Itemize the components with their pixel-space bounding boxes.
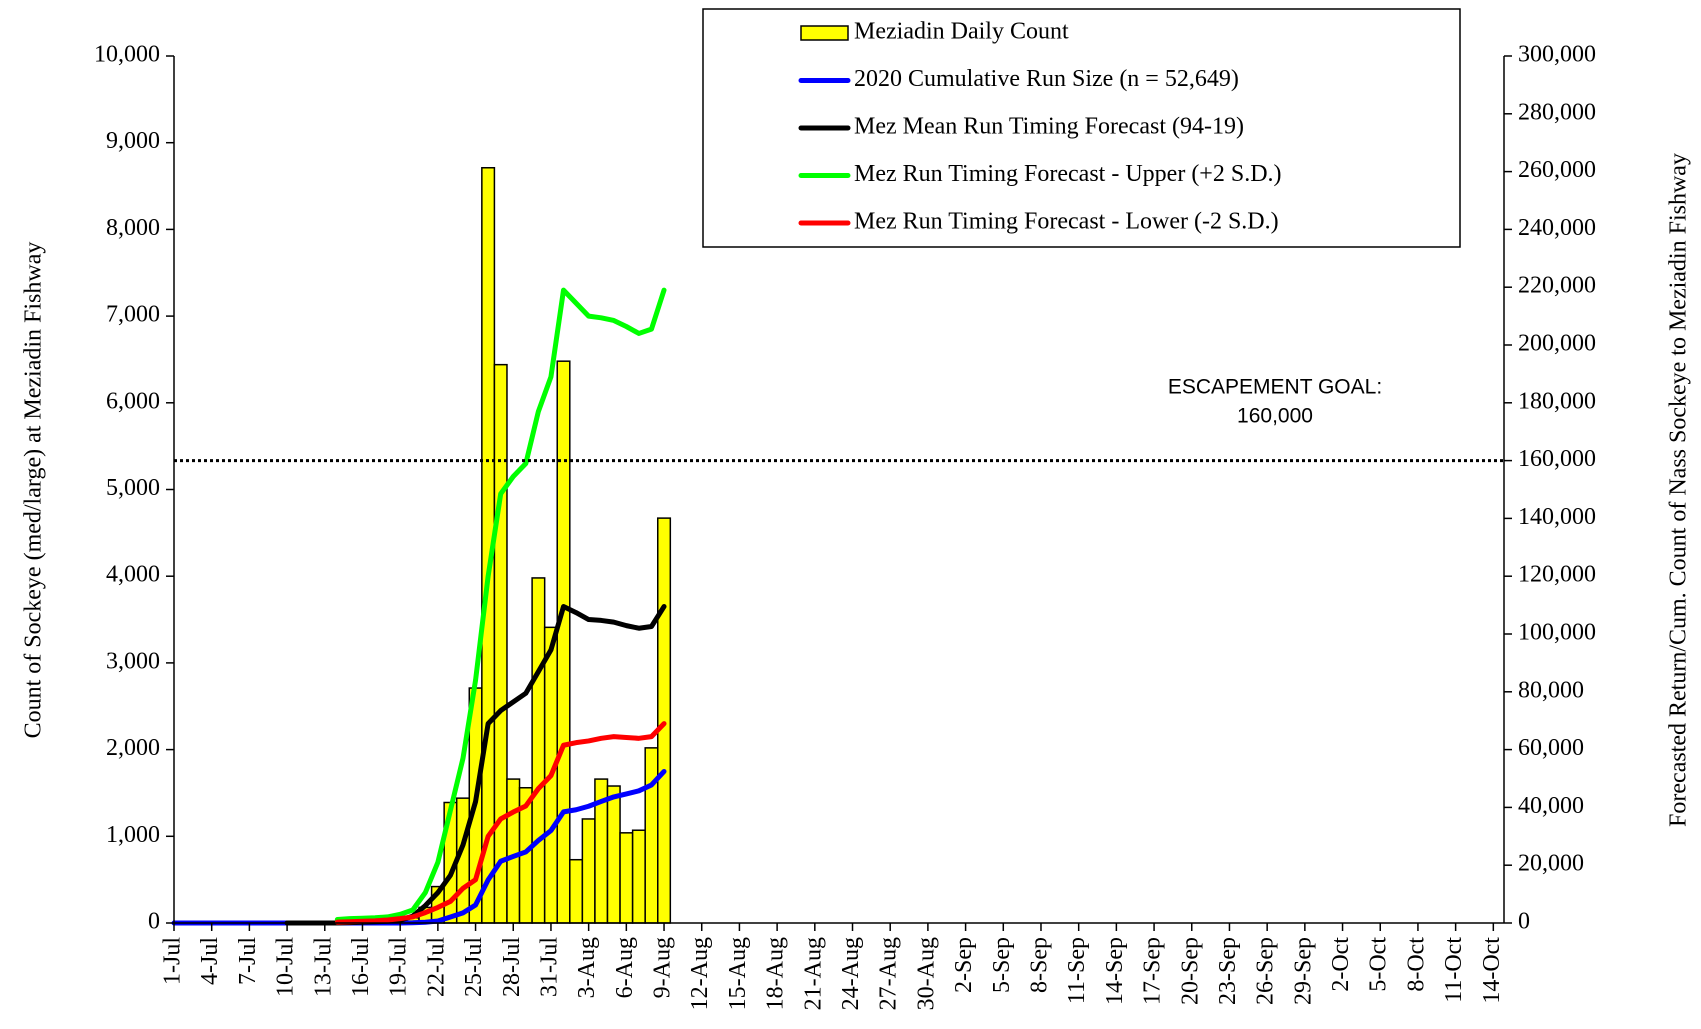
y-tick-label: 0 <box>148 909 160 935</box>
x-tick-label: 1-Jul <box>160 937 186 985</box>
x-tick-label: 25-Jul <box>461 937 487 997</box>
x-tick-label: 21-Aug <box>800 937 826 1010</box>
y2-tick-label: 0 <box>1518 909 1530 935</box>
x-tick-label: 13-Jul <box>310 937 336 997</box>
legend-label: Mez Mean Run Timing Forecast (94-19) <box>854 114 1244 140</box>
x-tick-label: 12-Aug <box>687 937 713 1010</box>
y2-tick-label: 180,000 <box>1518 388 1596 414</box>
y2-tick-label: 260,000 <box>1518 157 1596 183</box>
bar <box>556 360 571 924</box>
x-tick-label: 15-Aug <box>725 937 751 1010</box>
y2-tick-label: 20,000 <box>1518 851 1584 877</box>
y-tick-label: 4,000 <box>106 562 160 588</box>
x-tick-label: 7-Jul <box>235 937 261 985</box>
bar <box>581 818 596 924</box>
y-tick-label: 10,000 <box>94 42 160 68</box>
x-tick-label: 28-Jul <box>499 937 525 997</box>
y2-tick-label: 140,000 <box>1518 504 1596 530</box>
x-tick-label: 16-Jul <box>348 937 374 997</box>
x-tick-label: 10-Jul <box>273 937 299 997</box>
y2-tick-label: 100,000 <box>1518 620 1596 646</box>
x-tick-label: 8-Oct <box>1403 937 1429 992</box>
x-tick-label: 22-Jul <box>423 937 449 997</box>
x-tick-label: 24-Aug <box>838 937 864 1010</box>
x-tick-label: 5-Oct <box>1366 937 1392 992</box>
bar <box>569 858 584 924</box>
bar <box>657 517 672 924</box>
legend: Meziadin Daily Count 2020 Cumulative Run … <box>702 8 1461 248</box>
legend-label: 2020 Cumulative Run Size (n = 52,649) <box>854 66 1239 92</box>
reference-label: 160,000 <box>1237 405 1313 428</box>
x-tick-label: 5-Sep <box>989 937 1015 993</box>
y2-tick-label: 160,000 <box>1518 446 1596 472</box>
bar <box>619 832 634 924</box>
y2-tick-label: 280,000 <box>1518 99 1596 125</box>
y-tick-label: 7,000 <box>106 302 160 328</box>
x-tick-label: 4-Jul <box>197 937 223 985</box>
y2-tick-label: 60,000 <box>1518 735 1584 761</box>
x-tick-label: 31-Jul <box>536 937 562 997</box>
y2-tick-label: 240,000 <box>1518 215 1596 241</box>
bar <box>531 577 546 924</box>
y-axis-title: Count of Sockeye (med/large) at Meziadin… <box>21 242 47 739</box>
legend-label: Meziadin Daily Count <box>854 19 1069 45</box>
legend-swatch <box>800 25 849 41</box>
y2-tick-label: 200,000 <box>1518 331 1596 357</box>
bar <box>493 363 508 924</box>
x-tick-label: 14-Sep <box>1102 937 1128 1005</box>
x-tick-label: 6-Aug <box>612 937 638 998</box>
y2-tick-label: 80,000 <box>1518 677 1584 703</box>
x-tick-label: 8-Sep <box>1026 937 1052 993</box>
y-tick-label: 2,000 <box>106 735 160 761</box>
y2-tick-label: 220,000 <box>1518 273 1596 299</box>
reference-label: ESCAPEMENT GOAL: <box>1168 376 1382 399</box>
x-tick-label: 30-Aug <box>913 937 939 1010</box>
y2-tick-label: 40,000 <box>1518 793 1584 819</box>
x-tick-label: 17-Sep <box>1140 937 1166 1005</box>
x-tick-label: 27-Aug <box>876 937 902 1010</box>
y2-tick-label: 300,000 <box>1518 42 1596 68</box>
x-tick-label: 14-Oct <box>1479 937 1505 1004</box>
series-line <box>334 721 667 925</box>
legend-label: Mez Run Timing Forecast - Lower (-2 S.D.… <box>854 209 1279 235</box>
x-tick-label: 26-Sep <box>1253 937 1279 1005</box>
x-tick-label: 2-Sep <box>951 937 977 993</box>
x-tick-label: 11-Oct <box>1441 937 1467 1003</box>
y-tick-label: 8,000 <box>106 215 160 241</box>
series-line <box>334 287 667 923</box>
y-tick-label: 9,000 <box>106 128 160 154</box>
bar <box>631 829 646 924</box>
x-tick-label: 2-Oct <box>1328 937 1354 992</box>
x-tick-label: 9-Aug <box>650 937 676 998</box>
x-tick-label: 19-Jul <box>386 937 412 997</box>
x-tick-label: 18-Aug <box>763 937 789 1010</box>
x-tick-label: 11-Sep <box>1064 937 1090 1004</box>
x-tick-label: 29-Sep <box>1290 937 1316 1005</box>
bar <box>506 778 521 924</box>
y-tick-label: 1,000 <box>106 822 160 848</box>
bar <box>644 747 659 924</box>
x-tick-label: 3-Aug <box>574 937 600 998</box>
y2-axis-title: Forecasted Return/Cum. Count of Nass Soc… <box>1666 153 1692 827</box>
y-tick-label: 3,000 <box>106 648 160 674</box>
legend-label: Mez Run Timing Forecast - Upper (+2 S.D.… <box>854 161 1282 187</box>
bar <box>606 785 621 924</box>
x-tick-label: 20-Sep <box>1177 937 1203 1005</box>
y-tick-label: 5,000 <box>106 475 160 501</box>
y-tick-label: 6,000 <box>106 388 160 414</box>
x-tick-label: 23-Sep <box>1215 937 1241 1005</box>
y2-tick-label: 120,000 <box>1518 562 1596 588</box>
